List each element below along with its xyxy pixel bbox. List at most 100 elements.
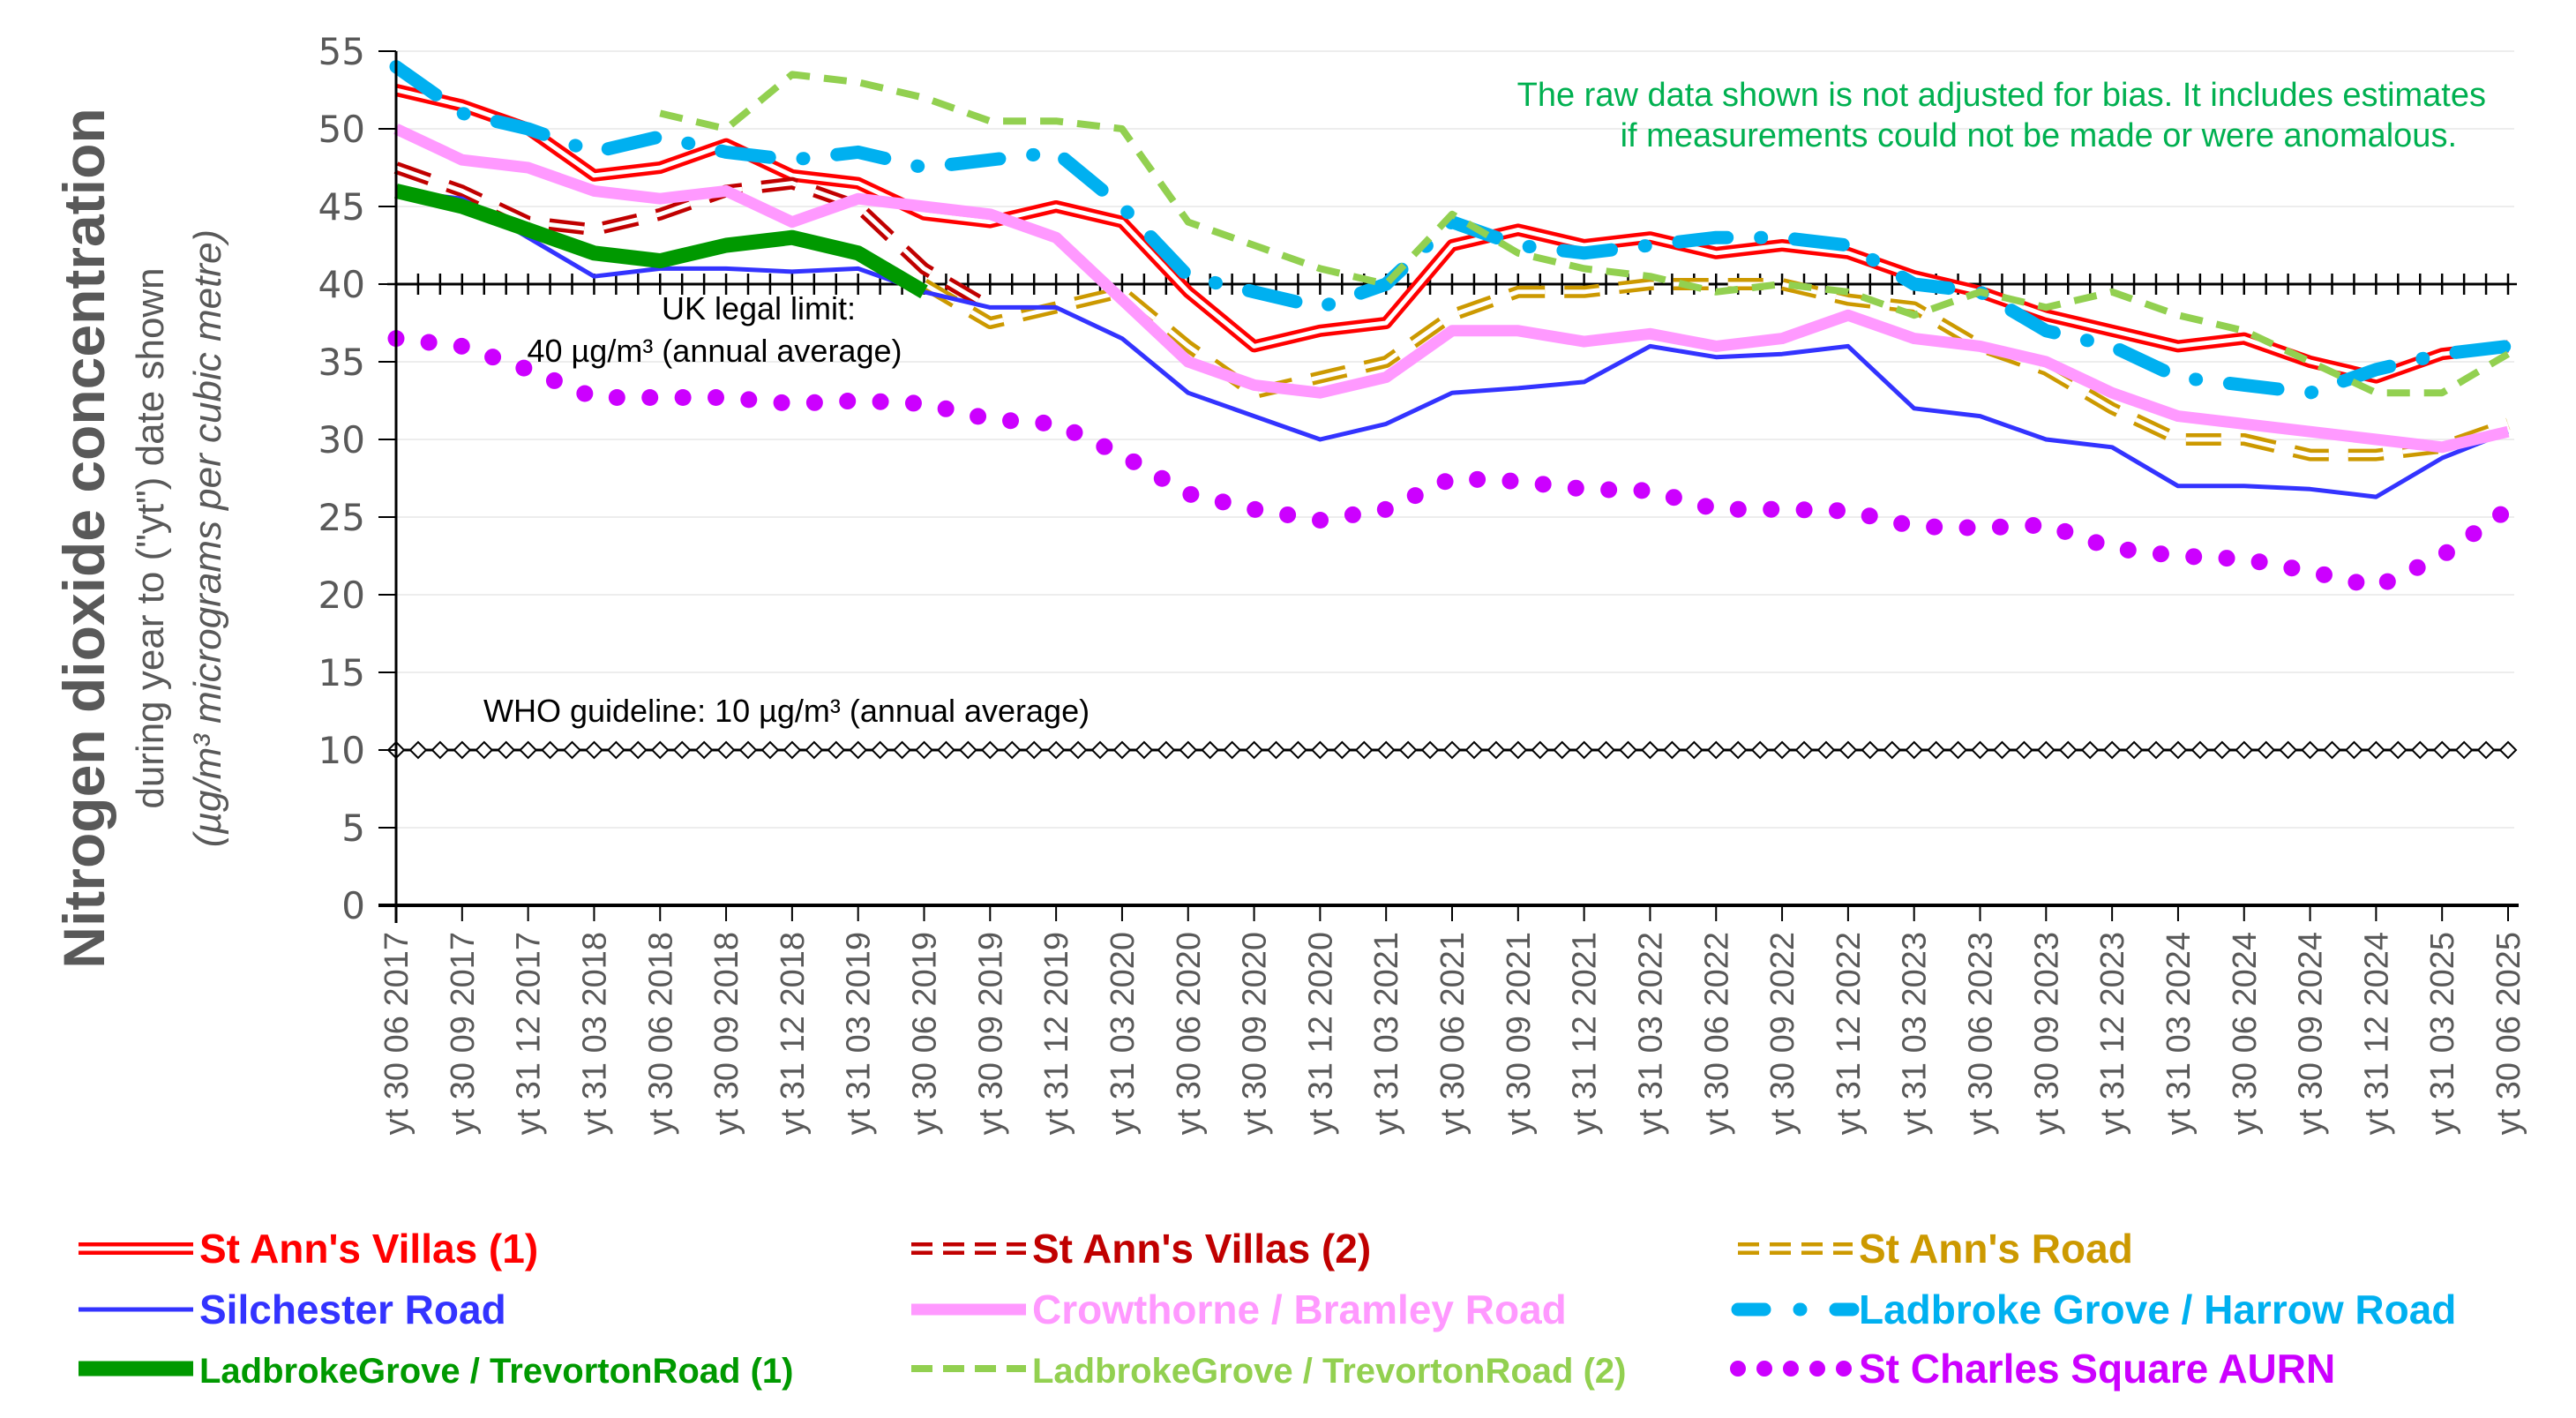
x-tick-label: yt 31 12 2019: [1038, 932, 1075, 1135]
uk-limit-label: UK legal limit:: [662, 290, 856, 326]
diamond-marker: [519, 740, 538, 760]
plus-marker: [1003, 274, 1022, 295]
diamond-marker: [694, 740, 714, 760]
legend-label-ladbroke-grove-harrow-road: Ladbroke Grove / Harrow Road: [1859, 1287, 2456, 1332]
diamond-marker: [760, 740, 780, 760]
plus-marker: [2235, 274, 2253, 295]
diamond-marker: [2388, 740, 2408, 760]
y-tick-label: 30: [318, 418, 365, 461]
x-tick-label: yt 31 12 2018: [775, 932, 812, 1135]
plus-marker: [651, 274, 670, 295]
plus-marker: [2081, 274, 2100, 295]
diamond-marker: [2432, 740, 2452, 760]
diamond-marker: [606, 740, 625, 760]
plus-marker: [2345, 274, 2363, 295]
plus-marker: [408, 274, 427, 295]
legend-label-st-charles-square-aurn: St Charles Square AURN: [1859, 1346, 2335, 1392]
plus-marker: [2455, 274, 2474, 295]
diamond-marker: [541, 740, 559, 760]
x-tick-label: yt 31 12 2020: [1302, 932, 1339, 1135]
x-tick-label: yt 30 09 2017: [445, 932, 482, 1135]
plus-marker: [1861, 274, 1879, 295]
plus-marker: [2499, 274, 2517, 295]
diamond-marker: [2323, 740, 2341, 760]
plus-marker: [1464, 274, 1483, 295]
diamond-marker: [1464, 740, 1484, 760]
y-tick-label: 35: [318, 341, 365, 384]
y-tick-label: 0: [341, 884, 365, 927]
diamond-marker: [827, 740, 846, 760]
diamond-marker: [1706, 740, 1726, 760]
plus-marker: [541, 274, 559, 295]
bias-note: if measurements could not be made or wer…: [1621, 117, 2457, 154]
diamond-marker: [2366, 740, 2385, 760]
x-tick-label: yt 30 09 2023: [2028, 932, 2065, 1135]
plus-marker: [1223, 274, 1241, 295]
diamond-marker: [2213, 740, 2232, 760]
diamond-marker: [2345, 740, 2363, 760]
plus-marker: [1333, 274, 1352, 295]
plus-marker: [760, 274, 779, 295]
diamond-marker: [408, 740, 428, 760]
plus-marker: [2301, 274, 2319, 295]
diamond-marker: [2279, 740, 2298, 760]
legend-label-st-ann-s-villas-2: St Ann's Villas (2): [1032, 1226, 1371, 1272]
diamond-marker: [738, 740, 758, 760]
diamond-marker: [475, 740, 494, 760]
plus-marker: [2279, 274, 2297, 295]
plus-marker: [1553, 274, 1571, 295]
x-tick-label: yt 30 06 2021: [1434, 932, 1471, 1135]
diamond-marker: [453, 740, 472, 760]
plus-marker: [981, 274, 1000, 295]
diamond-marker: [2124, 740, 2144, 760]
legend-label-st-ann-s-villas-1: St Ann's Villas (1): [199, 1226, 538, 1272]
diamond-marker: [2454, 740, 2474, 760]
diamond-marker: [1772, 740, 1792, 760]
plus-marker: [739, 274, 757, 295]
legend-label-ladbrokegrove-trevortonroad-1: LadbrokeGrove / TrevortonRoad (1): [199, 1352, 793, 1391]
diamond-marker: [1179, 740, 1198, 760]
plus-marker: [1597, 274, 1615, 295]
y-tick-label: 10: [318, 729, 365, 772]
plus-marker: [2147, 274, 2165, 295]
x-tick-label: yt 30 09 2019: [972, 932, 1009, 1135]
legend-label-ladbrokegrove-trevortonroad-2: LadbrokeGrove / TrevortonRoad (2): [1032, 1352, 1626, 1391]
x-tick-label: yt 30 09 2021: [1501, 932, 1538, 1135]
diamond-marker: [2146, 740, 2166, 760]
x-tick-label: yt 31 12 2024: [2358, 932, 2395, 1135]
diamond-marker: [1002, 740, 1022, 760]
plus-marker: [1069, 274, 1088, 295]
diamond-marker: [937, 740, 955, 760]
diamond-marker: [1553, 740, 1572, 760]
x-tick-label: yt 31 12 2017: [511, 932, 548, 1135]
diamond-marker: [1684, 740, 1704, 760]
y-tick-label: 15: [318, 651, 365, 694]
y-axis-units: (µg/m³ micrograms per cubic metre): [186, 229, 229, 847]
series-line-ladbrokegrove-trevortonroad-1: [394, 184, 928, 299]
plus-marker: [2257, 274, 2275, 295]
diamond-marker: [783, 740, 802, 760]
plus-marker: [2015, 274, 2033, 295]
plus-marker: [1025, 274, 1044, 295]
diamond-marker: [1398, 740, 1418, 760]
diamond-marker: [1090, 740, 1110, 760]
plus-marker: [673, 274, 692, 295]
bias-note: The raw data shown is not adjusted for b…: [1517, 77, 2486, 114]
plus-marker: [431, 274, 449, 295]
plus-marker: [607, 274, 625, 295]
plus-marker: [2323, 274, 2341, 295]
diamond-marker: [1949, 740, 1967, 760]
diamond-marker: [1354, 740, 1374, 760]
series-line-st-charles-square-aurn: [387, 330, 2517, 596]
x-tick-label: yt 31 03 2025: [2424, 932, 2461, 1135]
x-tick-label: yt 31 03 2022: [1632, 932, 1669, 1135]
plus-marker: [1486, 274, 1505, 295]
diamond-marker: [915, 740, 933, 760]
x-tick-label: yt 31 03 2023: [1897, 932, 1934, 1135]
diamond-marker: [563, 740, 581, 760]
diamond-marker: [2014, 740, 2033, 760]
x-tick-label: yt 30 06 2024: [2227, 932, 2264, 1135]
series-line-silchester-road: [395, 188, 2509, 499]
diamond-marker: [2080, 740, 2100, 760]
plus-marker: [1883, 274, 1901, 295]
